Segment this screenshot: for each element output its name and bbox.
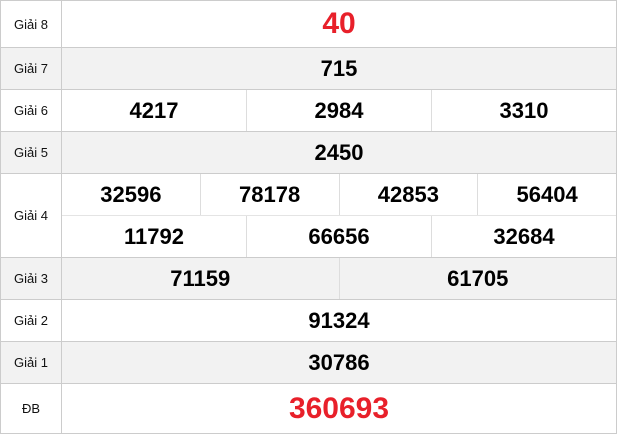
prize-number: 91324 [308,307,370,333]
prize-number: 61705 [338,258,617,299]
prize-number: 66656 [246,216,431,257]
prize-number: 3310 [431,90,616,131]
prize-label: Giải 7 [1,48,62,89]
prize-number: 32596 [100,181,162,207]
prize-row: ĐB 360693 [1,384,617,434]
prize-row: Giải 3 71159 61705 [1,258,617,300]
prize-number: 40 [322,7,356,40]
prize-row: Giải 8 40 [1,1,617,48]
prize-label: ĐB [1,384,62,433]
prize-row: Giải 6 4217 2984 3310 [1,90,617,132]
prize-row: Giải 4 32596 78178 42853 56404 11792 66656 3268… [1,174,617,258]
prize-number: 2450 [314,139,364,165]
prize-label: Giải 3 [1,258,62,299]
prize-label: Giải 8 [1,1,62,47]
prize-label: Giải 4 [1,174,62,257]
prize-number: 56404 [477,174,616,215]
prize-label: Giải 1 [1,342,62,383]
prize-number: 30786 [308,349,370,375]
prize-number: 78178 [199,174,339,215]
prize-row: Giải 5 2450 [1,132,617,174]
prize-number: 32684 [431,216,616,257]
prize-number: 2984 [246,90,431,131]
prize-label: Giải 5 [1,132,62,173]
prize-number: 42853 [338,174,478,215]
prize-number: 4217 [129,97,179,123]
prize-number: 715 [320,55,358,81]
prize-row: Giải 1 30786 [1,342,617,384]
prize-number: 71159 [170,265,231,291]
prize-number: 360693 [288,391,390,425]
prize-row: Giải 2 91324 [1,300,617,342]
prize-label: Giải 2 [1,300,62,341]
prize-label: Giải 6 [1,90,62,131]
prize-number: 11792 [124,223,184,249]
prize-row: Giải 7 715 [1,48,617,90]
